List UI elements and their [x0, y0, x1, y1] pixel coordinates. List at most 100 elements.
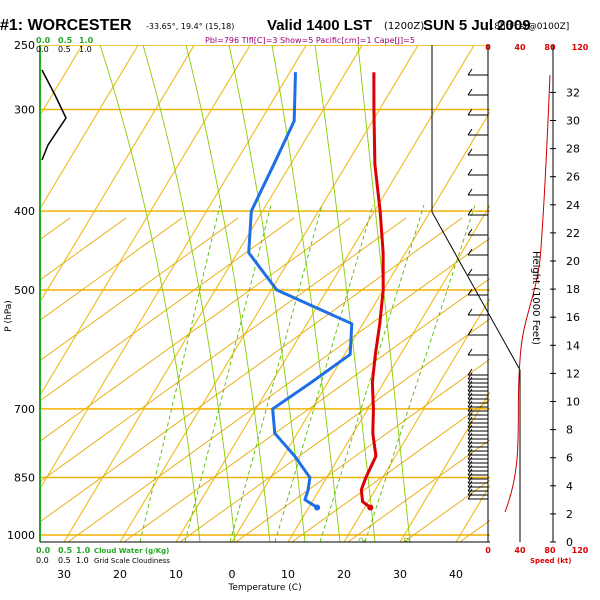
- wind-barb-flag: [467, 472, 473, 480]
- cloud-legend-top: 0.0 0.5 1.0 0.0 0.5 1.0: [36, 36, 94, 54]
- wind-barb-flag: [467, 288, 473, 296]
- isotherm: [287, 204, 490, 542]
- wind-barb-flag: [467, 456, 473, 464]
- wind-barb-flag: [467, 388, 473, 396]
- isotherm: [40, 45, 139, 210]
- temperature-axis-labels: 30 20 10 0 10 20 30 40: [57, 568, 463, 581]
- height-label-8: 8: [566, 424, 573, 437]
- moist-adiabat: [271, 45, 341, 542]
- dry-adiabat: [40, 217, 463, 523]
- cloud-bot-val-0: 0.0: [36, 546, 51, 555]
- height-label-22: 22: [566, 227, 580, 240]
- panel-border: [40, 45, 521, 543]
- pressure-label-400: 400: [14, 205, 35, 218]
- pressure-axis-title: P (hPa): [4, 300, 14, 332]
- temp-label-40: 40: [449, 568, 463, 581]
- height-label-6: 6: [566, 452, 573, 465]
- temp-label-30: 30: [393, 568, 407, 581]
- wind-barb-flag: [467, 448, 473, 456]
- temperature-profile: [359, 72, 385, 509]
- dry-adiabat: [0, 218, 14, 542]
- moist-adiabat: [185, 45, 271, 542]
- dry-adiabat: [40, 217, 127, 281]
- pressure-label-700: 700: [14, 403, 35, 416]
- dry-adiabat: [403, 479, 490, 542]
- cloud-bot-grid-0: 0.0: [36, 556, 49, 565]
- cloud-bot-grid-1: 0.5: [58, 556, 71, 565]
- wind-barb-flag: [467, 452, 473, 460]
- dry-adiabat: [67, 237, 490, 542]
- temperature-surface-point: [367, 504, 374, 511]
- height-label-18: 18: [566, 283, 580, 296]
- wind-barb-flag: [467, 424, 473, 432]
- isotherm: [63, 45, 363, 542]
- forecast-label: [18hrFcst@0100Z]: [485, 22, 569, 32]
- height-label-4: 4: [566, 480, 573, 493]
- temp-label-20: 20: [337, 568, 351, 581]
- mixing-ratio-line: [364, 204, 476, 542]
- wind-barb-flag: [467, 460, 473, 468]
- cloud-top-grid-0: 0.0: [36, 45, 49, 54]
- height-label-16: 16: [566, 311, 580, 324]
- height-label-26: 26: [566, 171, 580, 184]
- wind-barb-flag: [467, 468, 473, 476]
- speed-tick-bottom-80: 80: [544, 546, 556, 555]
- wind-barb-flag: [467, 440, 473, 448]
- pressure-label-300: 300: [14, 103, 35, 116]
- isotherm: [40, 45, 195, 303]
- height-label-14: 14: [566, 339, 580, 352]
- mixing-ratio-label: 12: [355, 536, 367, 549]
- pressure-label-1000: 1000: [7, 529, 35, 542]
- isotherm: [40, 45, 251, 397]
- dry-adiabat: [516, 218, 600, 542]
- stability-indices: Pbl=796 Tlfl[C]=3 Show=5 Pacific[cm]=1 C…: [205, 36, 415, 45]
- cloud-bot-val-1: 0.5: [58, 546, 73, 555]
- temp-label-0: 0: [229, 568, 236, 581]
- wind-barb-flag: [467, 248, 473, 256]
- height-label-2: 2: [566, 508, 573, 521]
- grid-cloudiness-label: Grid Scale Cloudiness: [94, 557, 170, 565]
- isotherm: [512, 45, 600, 542]
- wind-barb-flag: [467, 392, 473, 400]
- height-label-20: 20: [566, 255, 580, 268]
- height-label-28: 28: [566, 143, 580, 156]
- valid-time: Valid 1400 LST: [267, 17, 372, 34]
- dry-adiabat: [235, 358, 490, 542]
- cloud-top-grid-1: 0.5: [58, 45, 71, 54]
- pressure-label-850: 850: [14, 472, 35, 485]
- cloud-bot-val-2: 1.0: [76, 546, 91, 555]
- wind-barb-flag: [467, 88, 473, 96]
- dry-adiabat: [291, 398, 490, 542]
- wind-barb-flag: [467, 372, 473, 380]
- dry-adiabat: [123, 277, 490, 542]
- isotherm: [40, 45, 307, 490]
- pressure-axis-labels: 250 300 400 500 700 850 1000: [7, 39, 35, 542]
- wind-barb-flag: [467, 268, 473, 276]
- mixing-ratio-line: [139, 204, 221, 542]
- wind-barb-flag: [467, 68, 473, 76]
- cloud-top-val-1: 0.5: [58, 36, 73, 45]
- speed-tick-top-alt: 120: [572, 43, 589, 52]
- height-label-24: 24: [566, 199, 580, 212]
- height-axis-title: Height (1000 Feet): [530, 251, 541, 345]
- height-label-32: 32: [566, 86, 580, 99]
- wind-barb-flag: [467, 168, 473, 176]
- speed-tick-bottom-40: 40: [514, 546, 526, 555]
- moist-adiabat: [314, 45, 376, 542]
- wind-barb-flag: [467, 228, 473, 236]
- wind-barb-flag: [467, 404, 473, 412]
- station-coords: -33.65°, 19.4° (15,18): [146, 22, 234, 31]
- wind-barb-flag: [467, 484, 473, 492]
- wind-barb-flag: [467, 328, 473, 336]
- wind-barb-flag: [467, 416, 473, 424]
- dry-adiabat: [40, 217, 351, 442]
- speed-tick-top-80: 80: [544, 43, 556, 52]
- isotherm: [119, 45, 419, 542]
- wind-barb-flag: [467, 376, 473, 384]
- isotherm: [343, 297, 490, 542]
- pressure-label-500: 500: [14, 284, 35, 297]
- height-label-10: 10: [566, 396, 580, 409]
- speed-tick-top-40: 40: [514, 43, 526, 52]
- wind-barb-flag: [467, 148, 473, 156]
